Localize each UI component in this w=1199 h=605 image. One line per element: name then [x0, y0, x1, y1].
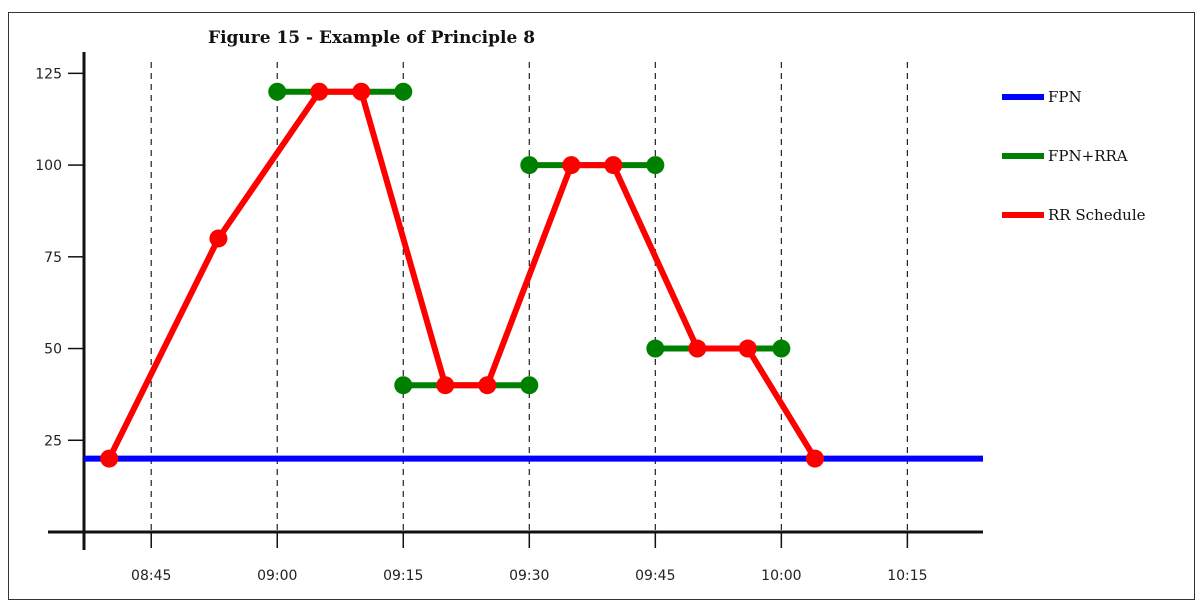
legend: FPN FPN+RRA RR Schedule	[1002, 88, 1146, 224]
data-point-fpn-rra	[646, 156, 665, 175]
data-point-rr-schedule	[738, 339, 757, 358]
chart-frame	[8, 12, 1195, 600]
axes	[48, 52, 983, 550]
x-tick-label: 10:15	[887, 568, 927, 584]
data-point-fpn-rra	[268, 82, 287, 101]
data-point-fpn-rra	[394, 82, 413, 101]
series-rr-schedule	[100, 82, 824, 468]
data-point-rr-schedule	[604, 156, 623, 175]
legend-label-fpn: FPN	[1048, 88, 1082, 106]
data-point-fpn-rra	[520, 156, 539, 175]
x-tick-label: 08:45	[131, 568, 171, 584]
x-tick-label: 09:15	[383, 568, 423, 584]
x-tick-label: 10:00	[761, 568, 801, 584]
data-point-rr-schedule	[209, 229, 228, 248]
x-tick-label: 09:30	[509, 568, 549, 584]
x-axis-ticks: 08:45 09:00 09:15 09:30 09:45 10:00 10:15	[131, 532, 928, 584]
series-line-rr-schedule	[106, 88, 818, 461]
y-tick-label: 125	[35, 66, 62, 82]
data-point-fpn-rra	[520, 376, 539, 395]
chart-title: Figure 15 - Example of Principle 8	[208, 28, 535, 48]
data-point-rr-schedule	[352, 82, 371, 101]
y-tick-label: 50	[44, 342, 62, 358]
data-point-fpn-rra	[394, 376, 413, 395]
legend-label-rr-schedule: RR Schedule	[1048, 206, 1146, 224]
y-tick-label: 100	[35, 158, 62, 174]
data-point-fpn-rra	[772, 339, 791, 358]
y-tick-label: 25	[44, 433, 62, 449]
data-point-rr-schedule	[436, 376, 455, 395]
grid-lines	[150, 62, 908, 548]
series-layer	[84, 82, 983, 468]
data-point-rr-schedule	[478, 376, 497, 395]
data-point-rr-schedule	[310, 82, 329, 101]
x-tick-label: 09:00	[257, 568, 297, 584]
x-tick-label: 09:45	[635, 568, 675, 584]
y-axis-ticks: 25 50 75 100 125	[35, 66, 84, 449]
data-point-rr-schedule	[562, 156, 581, 175]
data-point-fpn-rra	[646, 339, 665, 358]
data-point-rr-schedule	[805, 449, 824, 468]
legend-label-fpn-rra: FPN+RRA	[1048, 147, 1128, 165]
data-point-rr-schedule	[688, 339, 707, 358]
data-point-rr-schedule	[100, 449, 119, 468]
y-tick-label: 75	[44, 250, 62, 266]
